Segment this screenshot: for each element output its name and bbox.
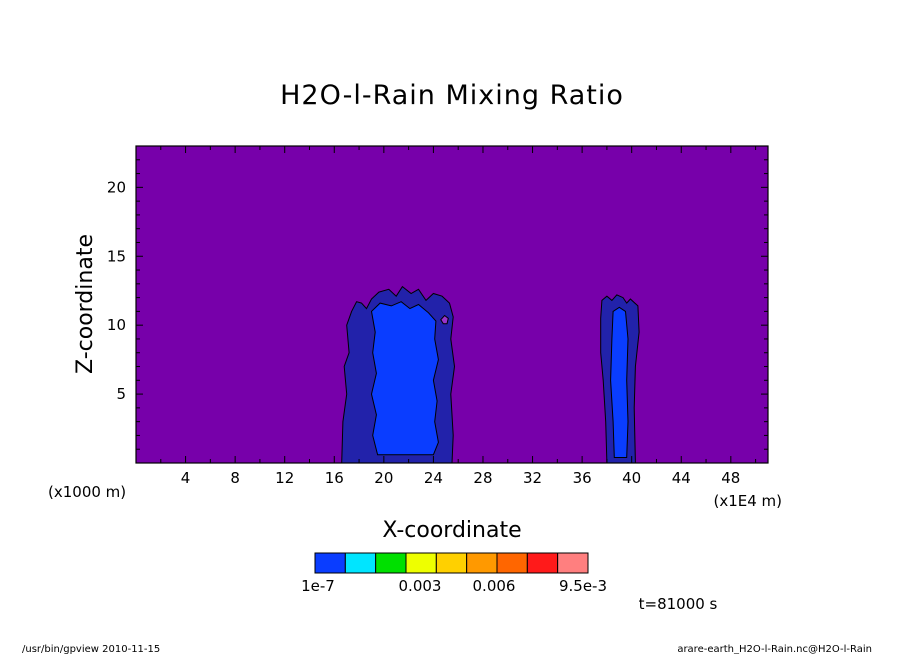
- x-tick-label-28: 28: [473, 469, 492, 487]
- y-axis-label: Z-coordinate: [73, 234, 98, 374]
- colorbar-swatch-5: [435, 552, 468, 574]
- footer-right: arare-earth_H2O-l-Rain.nc@H2O-l-Rain: [677, 644, 872, 654]
- y-tick-label-5: 5: [116, 385, 126, 403]
- x-tick-label-20: 20: [374, 469, 393, 487]
- colorbar-tick-label-2: 0.003: [399, 577, 442, 595]
- colorbar-tick-label-3: 0.006: [473, 577, 516, 595]
- x-tick-label-12: 12: [275, 469, 294, 487]
- colorbar-swatch-6: [466, 552, 498, 574]
- x-tick-label-48: 48: [721, 469, 740, 487]
- time-label: t=81000 s: [639, 595, 718, 613]
- colorbar: 1e-7 0.003 0.006 9.5e-3: [301, 552, 607, 595]
- colorbar-swatch-3: [375, 552, 407, 574]
- colorbar-swatch-8: [526, 552, 559, 574]
- y-tick-label-20: 20: [107, 178, 126, 196]
- contour-region-4: [610, 306, 629, 458]
- x-unit-label: (x1000 m): [48, 483, 126, 501]
- colorbar-tick-label-1: 1e-7: [301, 577, 335, 595]
- contour-regions: [341, 285, 640, 464]
- plot-frame: [135, 145, 769, 464]
- contour-region-3: [370, 301, 439, 456]
- x-tick-label-24: 24: [424, 469, 443, 487]
- x-tick-label-40: 40: [622, 469, 641, 487]
- x-tick-label-16: 16: [325, 469, 344, 487]
- colorbar-swatch-2: [344, 552, 377, 574]
- x-tick-label-36: 36: [573, 469, 592, 487]
- y-tick-label-15: 15: [107, 247, 126, 265]
- x-axis-label: X-coordinate: [382, 518, 521, 543]
- colorbar-tick-label-4: 9.5e-3: [559, 577, 607, 595]
- y-tick-label-10: 10: [107, 316, 126, 334]
- footer-left: /usr/bin/gpview 2010-11-15: [22, 644, 160, 654]
- x-tick-label-32: 32: [523, 469, 542, 487]
- colorbar-swatch-9: [557, 552, 589, 574]
- x-tick-label-8: 8: [230, 469, 240, 487]
- contour-region-5: [440, 314, 449, 325]
- x-tick-label-44: 44: [672, 469, 691, 487]
- x-unit-right-label: (x1E4 m): [713, 492, 782, 510]
- colorbar-swatch-7: [496, 552, 528, 574]
- chart-title: H2O-l-Rain Mixing Ratio: [280, 80, 624, 111]
- x-tick-label-4: 4: [181, 469, 191, 487]
- colorbar-swatch-4: [405, 552, 437, 574]
- colorbar-swatch-1: [314, 552, 346, 574]
